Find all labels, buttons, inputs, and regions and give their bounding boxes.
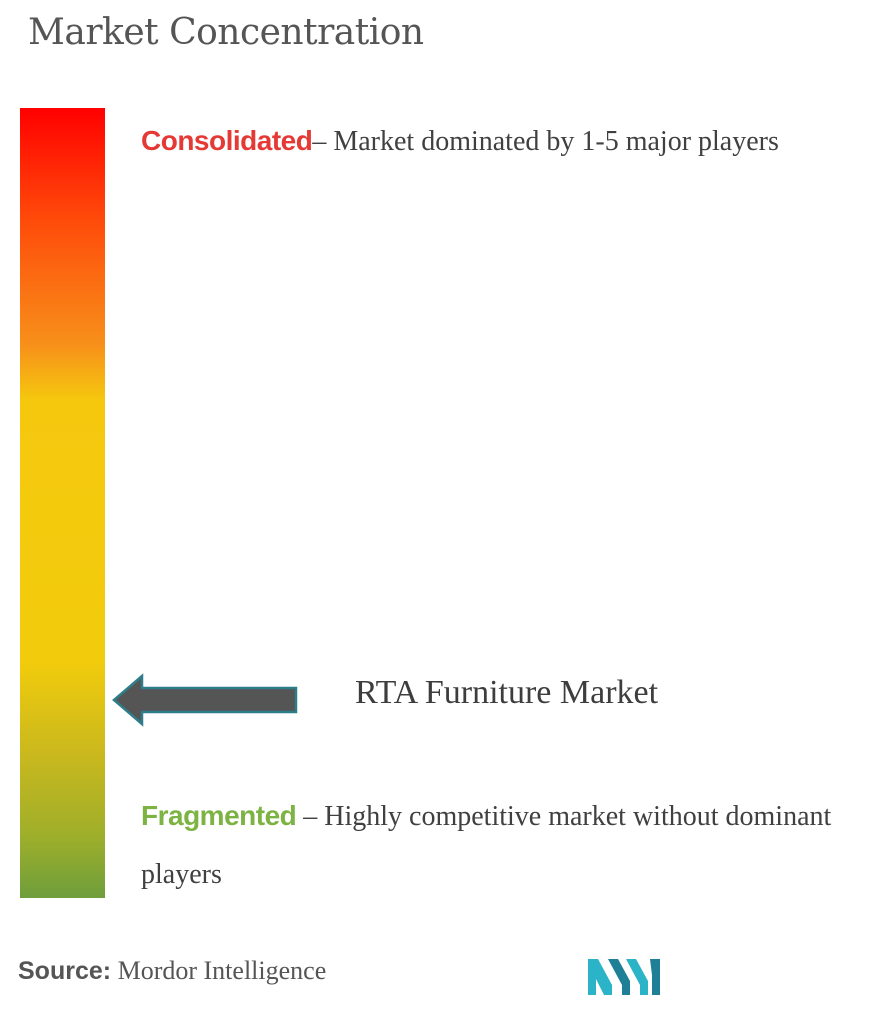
fragmented-text: – Highly competitive market without domi… [141, 801, 832, 890]
consolidated-text: – Market dominated by 1-5 major players [312, 126, 779, 157]
consolidated-description: Consolidated– Market dominated by 1-5 ma… [141, 112, 821, 171]
source-line: Source: Mordor Intelligence [18, 956, 326, 986]
source-value: Mordor Intelligence [111, 956, 327, 985]
fragmented-description: Fragmented – Highly competitive market w… [141, 787, 841, 904]
market-label: RTA Furniture Market [355, 674, 659, 711]
market-position-arrow-icon [112, 673, 298, 727]
fragmented-label: Fragmented [141, 800, 297, 831]
mordor-intelligence-logo-icon [588, 959, 660, 995]
page-title: Market Concentration [28, 12, 424, 53]
consolidated-label: Consolidated [141, 125, 313, 156]
arrow-shape [112, 673, 298, 727]
source-key: Source: [18, 957, 112, 985]
concentration-gradient-bar [20, 108, 105, 898]
